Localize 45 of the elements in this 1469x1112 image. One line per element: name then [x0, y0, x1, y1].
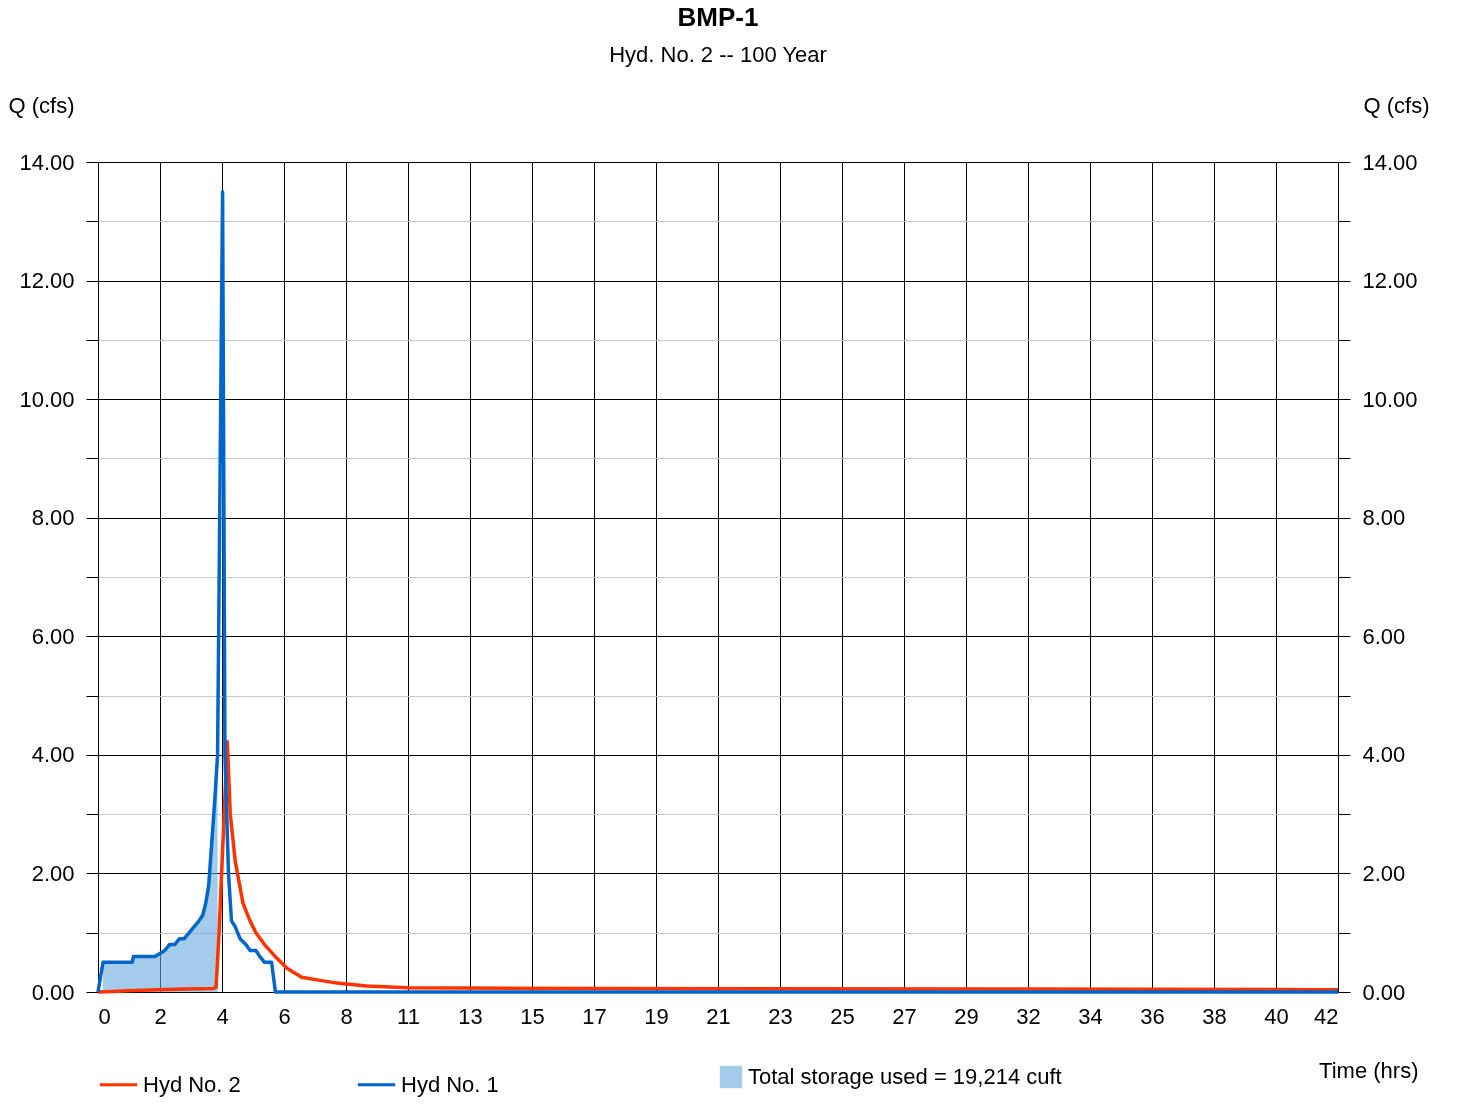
x-tick-label: 40 — [1264, 1003, 1289, 1029]
x-tick-label: 4 — [216, 1003, 229, 1029]
y2-tick-label: 6.00 — [1362, 623, 1406, 649]
y2-tick-label: 0.00 — [1362, 979, 1406, 1005]
y2-tick-label: 4.00 — [1362, 742, 1406, 768]
y2-tick-label: 2.00 — [1362, 860, 1406, 886]
legend-label: Hyd No. 2 — [143, 1071, 241, 1097]
x-tick-label: 32 — [1016, 1003, 1041, 1029]
x-tick-label: 11 — [397, 1003, 420, 1029]
x-tick-label: 25 — [830, 1003, 855, 1029]
x-tick-label: 15 — [520, 1003, 545, 1029]
y-tick-label: 2.00 — [31, 860, 75, 886]
legend-label: Hyd No. 1 — [401, 1071, 499, 1097]
x-tick-label: 13 — [458, 1003, 483, 1029]
y-tick-label: 14.00 — [19, 149, 75, 175]
x-tick-label: 21 — [706, 1003, 731, 1029]
y-tick-label: 0.00 — [31, 979, 75, 1005]
x-tick-label: 19 — [644, 1003, 669, 1029]
x-tick-label: 34 — [1078, 1003, 1103, 1029]
x-tick-label: 36 — [1140, 1003, 1165, 1029]
y-tick-label: 4.00 — [31, 742, 75, 768]
chart-title: BMP-1 — [677, 2, 759, 32]
x-tick-label: 2 — [154, 1003, 167, 1029]
x-tick-label: 8 — [340, 1003, 353, 1029]
y2-tick-label: 12.00 — [1362, 268, 1418, 294]
x-tick-label: 38 — [1202, 1003, 1227, 1029]
y2-tick-label: 10.00 — [1362, 386, 1418, 412]
x-tick-label: 27 — [892, 1003, 917, 1029]
chart-subtitle: Hyd. No. 2 -- 100 Year — [609, 42, 827, 67]
x-tick-label: 23 — [768, 1003, 793, 1029]
x-axis-title: Time (hrs) — [1319, 1057, 1419, 1083]
x-tick-label: 0 — [98, 1003, 111, 1029]
y2-axis-title: Q (cfs) — [1363, 92, 1430, 118]
y-axis-title: Q (cfs) — [8, 92, 75, 118]
x-tick-label: 17 — [582, 1003, 607, 1029]
y2-tick-label: 14.00 — [1362, 149, 1418, 175]
y-tick-label: 6.00 — [31, 623, 75, 649]
y2-tick-label: 8.00 — [1362, 505, 1406, 531]
legend-label: Total storage used = 19,214 cuft — [748, 1064, 1062, 1089]
y-tick-label: 12.00 — [19, 268, 75, 294]
y-tick-label: 8.00 — [31, 505, 75, 531]
x-tick-label: 29 — [954, 1003, 979, 1029]
x-tick-label: 42 — [1314, 1003, 1339, 1029]
x-tick-label: 6 — [278, 1003, 291, 1029]
y-tick-label: 10.00 — [19, 386, 75, 412]
